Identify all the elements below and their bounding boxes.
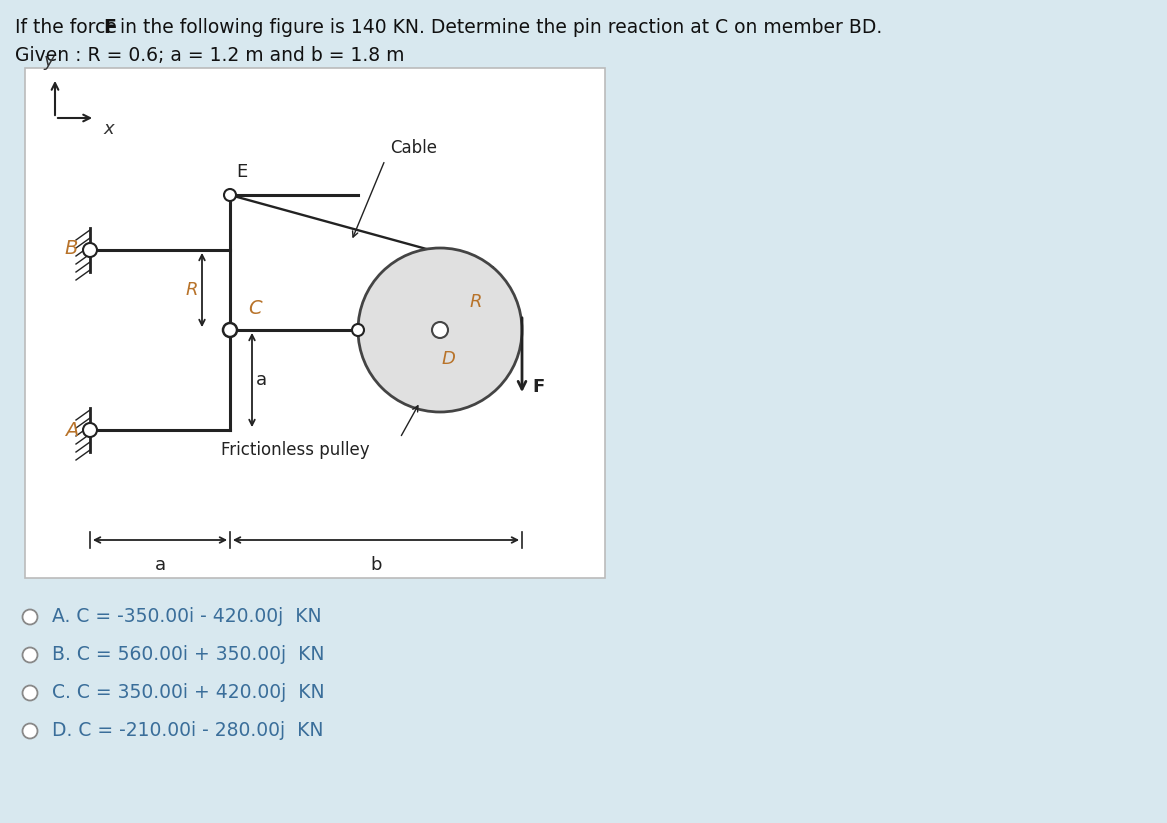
Circle shape <box>83 423 97 437</box>
Text: D: D <box>441 350 455 368</box>
Text: A: A <box>64 421 78 439</box>
Circle shape <box>352 324 364 336</box>
Text: Cable: Cable <box>390 139 436 157</box>
Text: Frictionless pulley: Frictionless pulley <box>221 441 369 459</box>
Text: y: y <box>43 52 55 70</box>
Text: If the force: If the force <box>15 18 123 37</box>
Text: Given : R = 0.6; a = 1.2 m and b = 1.8 m: Given : R = 0.6; a = 1.2 m and b = 1.8 m <box>15 46 405 65</box>
Circle shape <box>432 322 448 338</box>
Text: x: x <box>103 120 113 138</box>
Text: B. C = 560.00i + 350.00j  KN: B. C = 560.00i + 350.00j KN <box>53 645 324 664</box>
Circle shape <box>83 243 97 257</box>
Circle shape <box>22 648 37 663</box>
Circle shape <box>224 189 236 201</box>
Text: F: F <box>103 18 116 37</box>
Circle shape <box>223 323 237 337</box>
Text: b: b <box>370 556 382 574</box>
Text: F: F <box>532 378 544 396</box>
Text: R: R <box>470 293 482 311</box>
Circle shape <box>22 723 37 738</box>
Text: R: R <box>186 281 198 299</box>
Circle shape <box>358 248 522 412</box>
Text: a: a <box>154 556 166 574</box>
Circle shape <box>22 610 37 625</box>
Text: in the following figure is 140 KN. Determine the pin reaction at C on member BD.: in the following figure is 140 KN. Deter… <box>114 18 882 37</box>
Text: E: E <box>236 163 247 181</box>
Circle shape <box>22 686 37 700</box>
Text: D. C = -210.00i - 280.00j  KN: D. C = -210.00i - 280.00j KN <box>53 722 323 741</box>
Text: A. C = -350.00i - 420.00j  KN: A. C = -350.00i - 420.00j KN <box>53 607 322 626</box>
Text: a: a <box>256 371 267 389</box>
Bar <box>25 68 605 578</box>
Text: C. C = 350.00i + 420.00j  KN: C. C = 350.00i + 420.00j KN <box>53 683 324 703</box>
Text: C: C <box>249 299 261 318</box>
Text: B: B <box>64 239 78 258</box>
